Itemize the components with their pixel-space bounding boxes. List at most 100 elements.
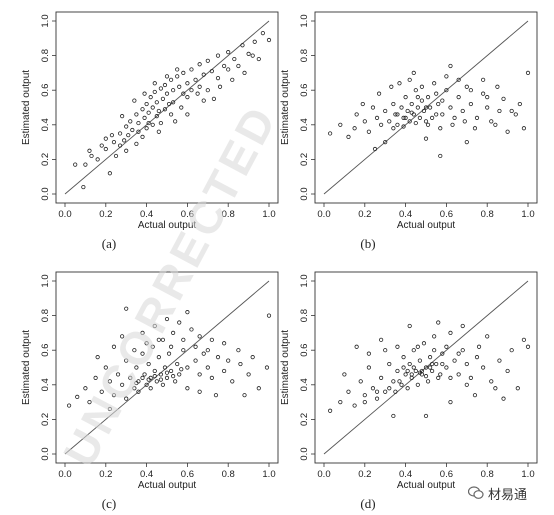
data-point [374,115,380,120]
y-tick-label: 0.0 [40,447,51,460]
data-point [342,372,347,377]
data-point [197,372,202,377]
data-point [111,344,117,349]
data-point [436,101,441,107]
x-tick-label: 1.0 [521,469,534,480]
data-point [66,403,72,408]
data-point [395,112,400,117]
x-axis-label: Actual output [138,480,197,491]
data-point [456,95,461,100]
data-point [407,77,412,82]
data-point [468,375,473,380]
data-point [448,330,453,335]
y-axis-label: Estimated output [21,70,32,145]
data-point [460,108,465,114]
data-point [144,382,149,387]
data-point [379,337,384,342]
data-point [146,120,151,126]
data-point [171,374,176,379]
data-point [393,112,398,117]
data-point [197,62,202,67]
y-tick-label: 0.8 [299,49,310,62]
x-tick-label: 0.0 [317,469,330,480]
data-point [75,394,80,400]
data-point [120,334,125,339]
data-point [213,393,219,398]
data-point [423,105,429,110]
data-point [427,105,433,110]
data-point [328,408,333,413]
data-point [509,108,514,114]
data-point [164,375,170,380]
data-point [434,361,439,367]
data-point [423,365,429,370]
data-point [374,389,380,394]
data-point [193,358,198,363]
data-point [495,84,500,89]
data-point [440,351,445,356]
scatter-panel-2: 0.0 0.2 0.4 0.6 0.8 1.0 0.0 0.2 0.4 0.6 0.8 1.0 Actu… [280,11,538,251]
data-point [95,355,100,360]
data-point [87,399,92,405]
data-point [405,368,410,374]
data-point [362,393,367,398]
data-point [266,313,272,318]
data-point [250,355,255,360]
data-point [432,348,437,353]
data-point [230,77,235,82]
data-point [185,81,190,86]
data-point [230,379,235,384]
data-point [421,341,427,346]
data-point [185,310,190,315]
data-point [460,348,465,353]
plot-frame [55,11,279,204]
data-point [156,129,161,134]
data-point [430,115,435,120]
data-point [417,115,422,120]
data-point [140,330,145,335]
data-point [113,153,119,159]
data-point [168,368,174,374]
data-point [185,365,190,370]
data-point [146,377,151,382]
data-point [120,114,125,119]
data-point [444,88,449,93]
data-point [109,133,115,138]
data-point [222,63,227,69]
data-point [152,323,157,329]
data-point [150,122,155,127]
data-point [103,136,108,141]
data-point [376,91,382,96]
y-tick-label: 0.6 [299,84,310,97]
data-point [140,351,145,356]
data-point [240,43,245,48]
data-point [124,358,129,363]
data-point [238,361,243,367]
data-point [162,82,168,88]
data-point [107,406,112,412]
y-tick-label: 1.0 [299,14,310,27]
data-point [393,389,398,394]
y-axis-label: Estimated output [280,330,291,405]
data-point [419,98,425,103]
data-point [117,131,123,136]
data-point [432,81,437,86]
data-point [185,386,190,391]
data-point [423,119,429,124]
data-point [379,375,384,380]
data-point [164,316,170,322]
data-point [160,382,166,387]
x-tick-label: 0.8 [481,469,494,480]
data-point [401,124,406,129]
data-point [124,306,129,311]
data-point [217,84,223,89]
data-point [201,72,206,77]
data-point [374,396,380,401]
data-point [242,70,247,76]
data-point [409,101,414,107]
data-point [413,88,418,93]
y-axis-label: Estimated output [21,330,32,405]
y-tick-label: 0.0 [299,187,310,200]
data-point [246,51,251,56]
data-point [132,98,137,103]
